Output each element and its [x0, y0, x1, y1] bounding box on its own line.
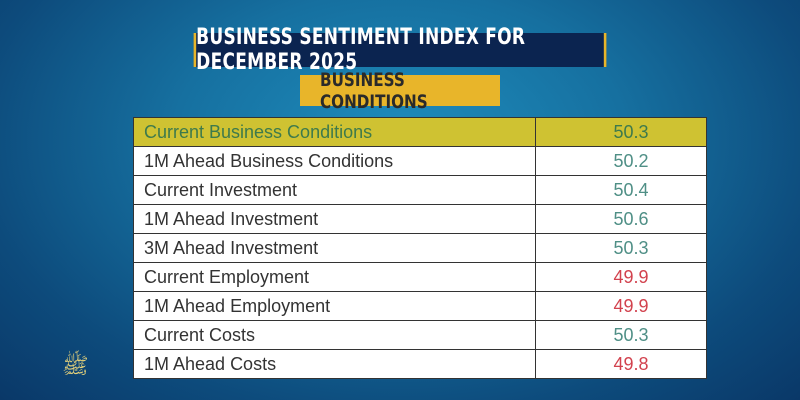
subtitle-text: BUSINESS CONDITIONS [320, 68, 428, 113]
row-label: 1M Ahead Investment [133, 204, 536, 234]
row-label: Current Business Conditions [133, 117, 536, 147]
table-row: 1M Ahead Investment 50.6 [133, 204, 707, 234]
row-value: 50.3 [535, 320, 707, 350]
row-value: 49.8 [535, 349, 707, 379]
row-value: 50.2 [535, 146, 707, 176]
table-row: Current Employment 49.9 [133, 262, 707, 292]
row-value: 50.3 [535, 117, 707, 147]
row-label: 1M Ahead Business Conditions [133, 146, 536, 176]
row-label: Current Investment [133, 175, 536, 205]
section-subtitle: BUSINESS CONDITIONS [300, 69, 500, 113]
row-label: 1M Ahead Costs [133, 349, 536, 379]
row-label: 1M Ahead Employment [133, 291, 536, 321]
title-text: BUSINESS SENTIMENT INDEX FOR DECEMBER 20… [196, 25, 526, 75]
row-label: 3M Ahead Investment [133, 233, 536, 263]
row-value: 50.6 [535, 204, 707, 234]
table-row: Current Investment 50.4 [133, 175, 707, 205]
page-title: BUSINESS SENTIMENT INDEX FOR DECEMBER 20… [193, 25, 607, 75]
row-value: 50.4 [535, 175, 707, 205]
row-value: 49.9 [535, 262, 707, 292]
row-label: Current Costs [133, 320, 536, 350]
table-row: 1M Ahead Costs 49.8 [133, 349, 707, 379]
row-value: 50.3 [535, 233, 707, 263]
calligraphy-logo: ﷺ [62, 354, 89, 379]
table-row: Current Costs 50.3 [133, 320, 707, 350]
table-row: 1M Ahead Business Conditions 50.2 [133, 146, 707, 176]
table-row: 1M Ahead Employment 49.9 [133, 291, 707, 321]
sentiment-table: Current Business Conditions 50.3 1M Ahead … [133, 117, 707, 379]
table-row: Current Business Conditions 50.3 [133, 117, 707, 147]
table-row: 3M Ahead Investment 50.3 [133, 233, 707, 263]
row-value: 49.9 [535, 291, 707, 321]
row-label: Current Employment [133, 262, 536, 292]
